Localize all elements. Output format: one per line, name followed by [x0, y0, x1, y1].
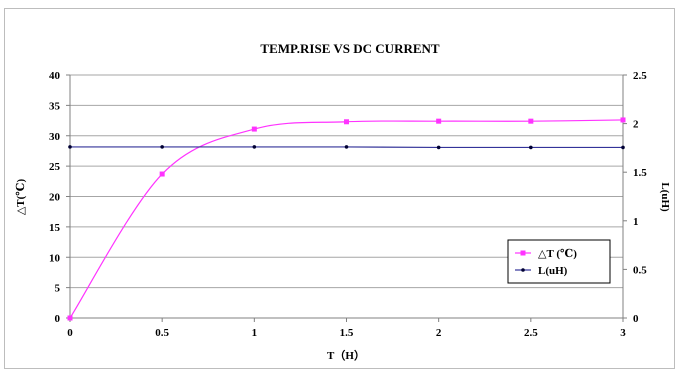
left-tick-label: 10 [49, 252, 61, 264]
x-tick-label: 1.5 [340, 327, 354, 339]
right-tick-label: 0.5 [633, 264, 647, 276]
data-point-1 [67, 315, 73, 321]
left-tick-label: 5 [55, 283, 61, 295]
data-point-1 [159, 171, 165, 177]
chart-frame [4, 8, 675, 369]
data-point-2 [344, 145, 349, 149]
right-axis-label: L(uH) [659, 182, 671, 212]
data-point-1 [344, 119, 349, 125]
legend-label-1: △T (℃) [538, 248, 577, 260]
left-tick-label: 40 [49, 70, 61, 82]
data-point-2 [621, 145, 625, 150]
x-tick-label: 3 [620, 327, 626, 339]
x-tick-label: 2 [436, 327, 442, 339]
chart-title: TEMP.RISE VS DC CURRENT [260, 41, 439, 56]
data-point-2 [529, 145, 533, 150]
series-line-1 [69, 119, 624, 319]
left-tick-label: 30 [49, 131, 61, 143]
data-point-2 [436, 145, 441, 150]
data-point-2 [252, 145, 257, 149]
x-tick-label: 1 [252, 327, 258, 339]
data-point-1 [251, 126, 257, 132]
x-axis-label: T（H） [327, 349, 365, 362]
right-axis-ticks: 0 0.5 1 1.5 2 2.5 [623, 70, 647, 325]
left-tick-label: 15 [49, 222, 61, 234]
data-point-2 [68, 145, 72, 149]
data-point-2 [160, 145, 164, 149]
legend-label-2: L(uH) [538, 265, 568, 277]
left-tick-label: 25 [49, 161, 61, 173]
legend-marker-2 [521, 268, 525, 272]
legend: △T (℃) L(uH) [507, 239, 611, 284]
data-point-1 [436, 118, 442, 124]
data-point-1 [620, 117, 626, 123]
left-tick-label: 0 [55, 313, 61, 325]
x-tick-label: 0.5 [155, 327, 169, 339]
data-point-1 [528, 118, 534, 124]
x-axis-ticks: 0 0.5 1 1.5 2 2.5 3 [67, 318, 626, 339]
right-tick-label: 2 [633, 119, 639, 131]
left-axis-ticks: 0 5 10 15 20 25 30 35 40 [49, 70, 70, 325]
right-tick-label: 0 [633, 313, 639, 325]
legend-marker-1 [520, 250, 526, 256]
legend-box [507, 239, 611, 284]
right-tick-label: 1 [633, 216, 639, 228]
left-tick-label: 35 [49, 100, 61, 112]
right-tick-label: 2.5 [633, 70, 647, 82]
x-tick-label: 2.5 [524, 327, 538, 339]
x-tick-label: 0 [67, 327, 73, 339]
series-layer [67, 117, 626, 321]
left-tick-label: 20 [49, 192, 61, 204]
right-tick-label: 1.5 [633, 167, 647, 179]
left-axis-label: △T(℃) [15, 179, 27, 216]
